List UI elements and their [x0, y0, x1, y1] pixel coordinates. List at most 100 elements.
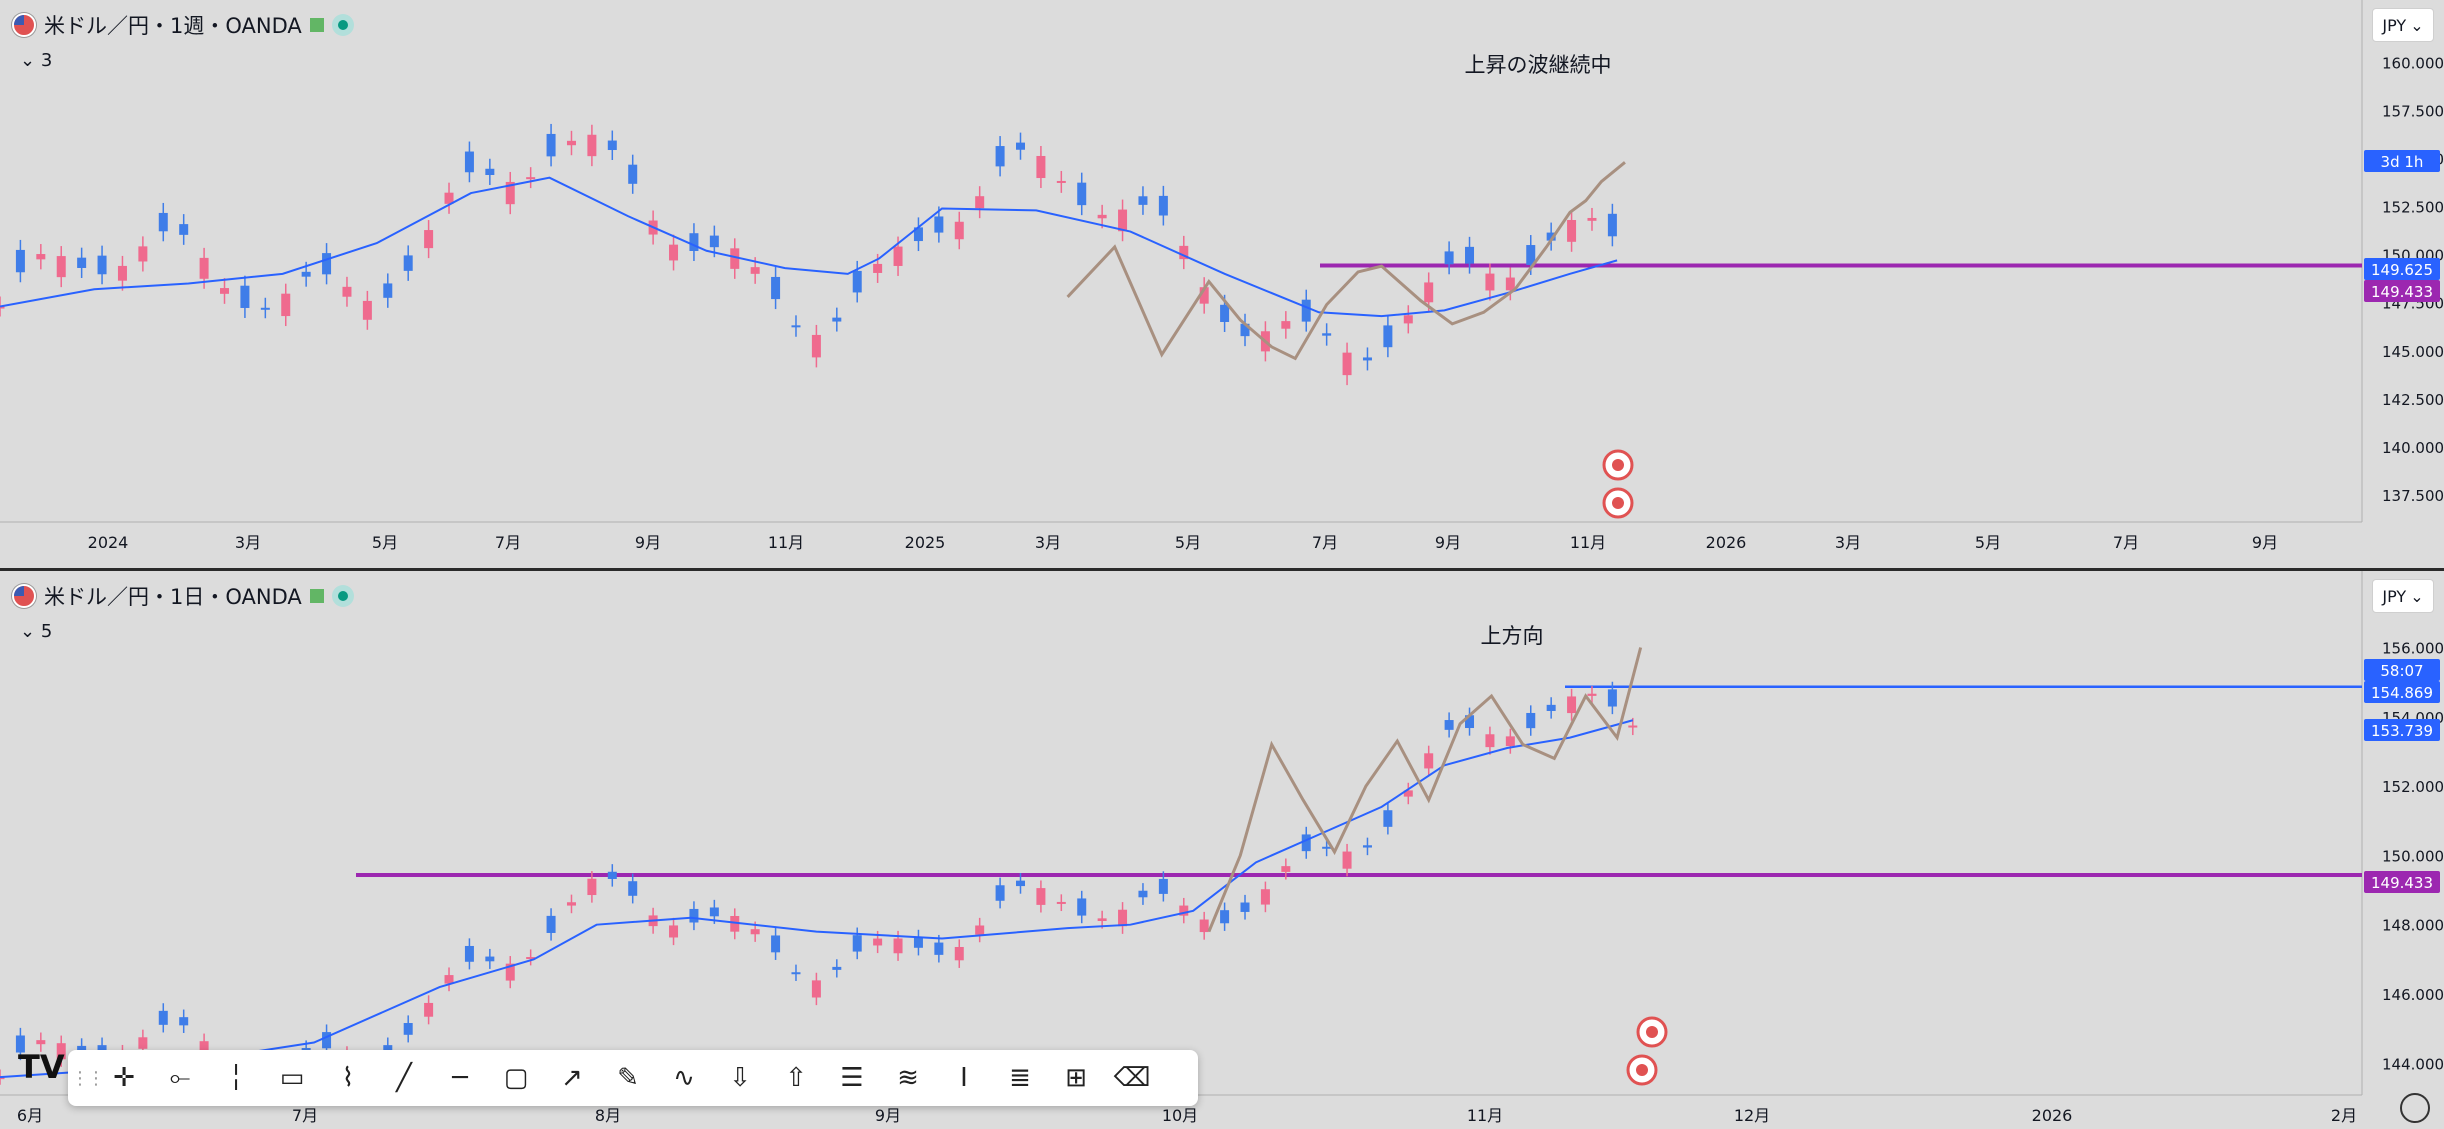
rectangle-icon[interactable]: ▢ — [503, 1063, 529, 1093]
weekly-candle[interactable] — [1077, 182, 1087, 206]
daily-candle[interactable] — [1199, 919, 1209, 933]
horizontal-line-icon[interactable]: ─ — [452, 1063, 468, 1093]
weekly-candle[interactable] — [322, 253, 332, 275]
daily-candle[interactable] — [1322, 846, 1332, 849]
daily-candle[interactable] — [322, 1032, 332, 1049]
daily-candle[interactable] — [832, 966, 842, 970]
daily-symbol-title[interactable]: 米ドル／円・1日・OANDA — [44, 585, 302, 609]
weekly-indicator-collapse[interactable]: ⌄ 3 — [20, 50, 53, 71]
weekly-candle[interactable] — [505, 181, 515, 205]
daily-candle[interactable] — [36, 1040, 46, 1045]
weekly-currency-button[interactable]: JPY ⌄ — [2372, 8, 2434, 42]
daily-candle[interactable] — [1628, 725, 1638, 728]
weekly-candle[interactable] — [1016, 142, 1025, 150]
daily-chart-canvas[interactable]: 156.000154.000152.000150.000148.000146.0… — [0, 571, 2444, 1129]
weekly-candle[interactable] — [464, 151, 474, 173]
daily-currency-button[interactable]: JPY ⌄ — [2372, 579, 2434, 613]
weekly-candle[interactable] — [444, 192, 454, 204]
daily-candle[interactable] — [1220, 910, 1230, 924]
weekly-candle[interactable] — [954, 221, 964, 240]
daily-candle[interactable] — [1342, 851, 1352, 869]
weekly-candle[interactable] — [281, 293, 291, 317]
daily-candle[interactable] — [138, 1037, 148, 1049]
parallel-channel-icon[interactable]: ☰ — [840, 1063, 864, 1093]
weekly-candle[interactable] — [1526, 245, 1536, 265]
daily-candle[interactable] — [1097, 918, 1107, 921]
daily-candle[interactable] — [730, 916, 740, 932]
weekly-candle[interactable] — [566, 140, 576, 146]
weekly-candle[interactable] — [36, 254, 46, 260]
weekly-candle[interactable] — [526, 177, 536, 180]
daily-candle[interactable] — [1403, 790, 1413, 797]
daily-candle[interactable] — [546, 915, 556, 933]
weekly-candle[interactable] — [1097, 214, 1107, 219]
weekly-candle[interactable] — [403, 255, 413, 271]
weekly-candle[interactable] — [1607, 213, 1617, 237]
weekly-candle[interactable] — [138, 246, 148, 262]
weekly-candle[interactable] — [1587, 217, 1597, 221]
weekly-candle[interactable] — [628, 164, 638, 184]
daily-candle[interactable] — [158, 1010, 168, 1025]
daily-candle[interactable] — [199, 1041, 209, 1058]
weekly-candle[interactable] — [1036, 155, 1046, 179]
weekly-symbol-title[interactable]: 米ドル／円・1週・OANDA — [44, 14, 302, 38]
daily-candle[interactable] — [526, 957, 536, 960]
weekly-candle[interactable] — [383, 283, 393, 298]
daily-candle[interactable] — [1260, 889, 1270, 905]
daily-candle[interactable] — [1056, 901, 1066, 904]
daily-candle[interactable] — [913, 937, 923, 948]
daily-candle[interactable] — [505, 963, 515, 981]
daily-candle[interactable] — [1036, 888, 1046, 905]
daily-chart-pane[interactable]: 156.000 154.000 152.000 150.000 148.000 146.0… — [0, 571, 2444, 1129]
weekly-candle[interactable] — [260, 307, 270, 310]
weekly-candle[interactable] — [1465, 246, 1475, 264]
weekly-chart-pane[interactable]: 160.000157.500155.000152.500150.000147.5… — [0, 0, 2444, 571]
daily-candle[interactable] — [179, 1017, 189, 1026]
daily-candle[interactable] — [852, 935, 862, 952]
daily-candle[interactable] — [1240, 902, 1250, 912]
weekly-candle[interactable] — [1383, 325, 1393, 348]
weekly-candle[interactable] — [730, 248, 740, 269]
daily-candle[interactable] — [1016, 880, 1025, 887]
brush-icon[interactable]: ✎ — [617, 1063, 639, 1093]
trend-line-icon[interactable]: ╱ — [396, 1063, 412, 1093]
weekly-candle[interactable] — [362, 300, 372, 320]
weekly-candle[interactable] — [546, 133, 556, 157]
weekly-candle[interactable] — [913, 227, 923, 242]
daily-candle[interactable] — [607, 871, 617, 879]
regression-icon[interactable]: ≣ — [1009, 1063, 1031, 1093]
weekly-candle[interactable] — [1403, 315, 1413, 324]
daily-candle[interactable] — [995, 885, 1005, 901]
daily-moving-average-line[interactable] — [0, 719, 1634, 1079]
daily-candle[interactable] — [669, 925, 679, 938]
daily-candle[interactable] — [1138, 890, 1148, 898]
daily-candle[interactable] — [1607, 689, 1617, 707]
callout-icon[interactable]: ▭ — [279, 1063, 305, 1093]
weekly-candle[interactable] — [689, 233, 699, 251]
weekly-candle[interactable] — [220, 288, 230, 294]
daily-candle[interactable] — [1158, 878, 1168, 894]
daily-indicator-collapse[interactable]: ⌄ 5 — [20, 621, 53, 642]
weekly-candle[interactable] — [158, 212, 168, 232]
crosshair-icon[interactable]: ✛ — [113, 1063, 135, 1093]
settings-icon[interactable] — [2400, 1093, 2430, 1123]
daily-candle[interactable] — [893, 938, 903, 954]
daily-candle[interactable] — [1444, 720, 1454, 730]
daily-candle[interactable] — [934, 942, 944, 955]
weekly-candle[interactable] — [1220, 304, 1230, 322]
daily-candle[interactable] — [811, 980, 821, 998]
weekly-candle[interactable] — [893, 246, 903, 266]
daily-symbol-header[interactable]: 米ドル／円・1日・OANDA — [12, 581, 354, 611]
daily-candle[interactable] — [1465, 715, 1475, 729]
daily-candle[interactable] — [0, 1077, 5, 1080]
weekly-candle[interactable] — [301, 271, 311, 277]
daily-candle[interactable] — [873, 938, 883, 946]
curve-icon[interactable]: ∿ — [673, 1063, 695, 1093]
weekly-candle[interactable] — [1240, 323, 1250, 337]
weekly-candle[interactable] — [709, 235, 719, 248]
daily-candle[interactable] — [301, 1048, 311, 1052]
daily-candle[interactable] — [1485, 734, 1495, 748]
weekly-candle[interactable] — [975, 196, 985, 209]
horizontal-ray-icon[interactable]: ⟜ — [169, 1062, 191, 1093]
weekly-wave-drawing[interactable] — [1066, 161, 1626, 361]
